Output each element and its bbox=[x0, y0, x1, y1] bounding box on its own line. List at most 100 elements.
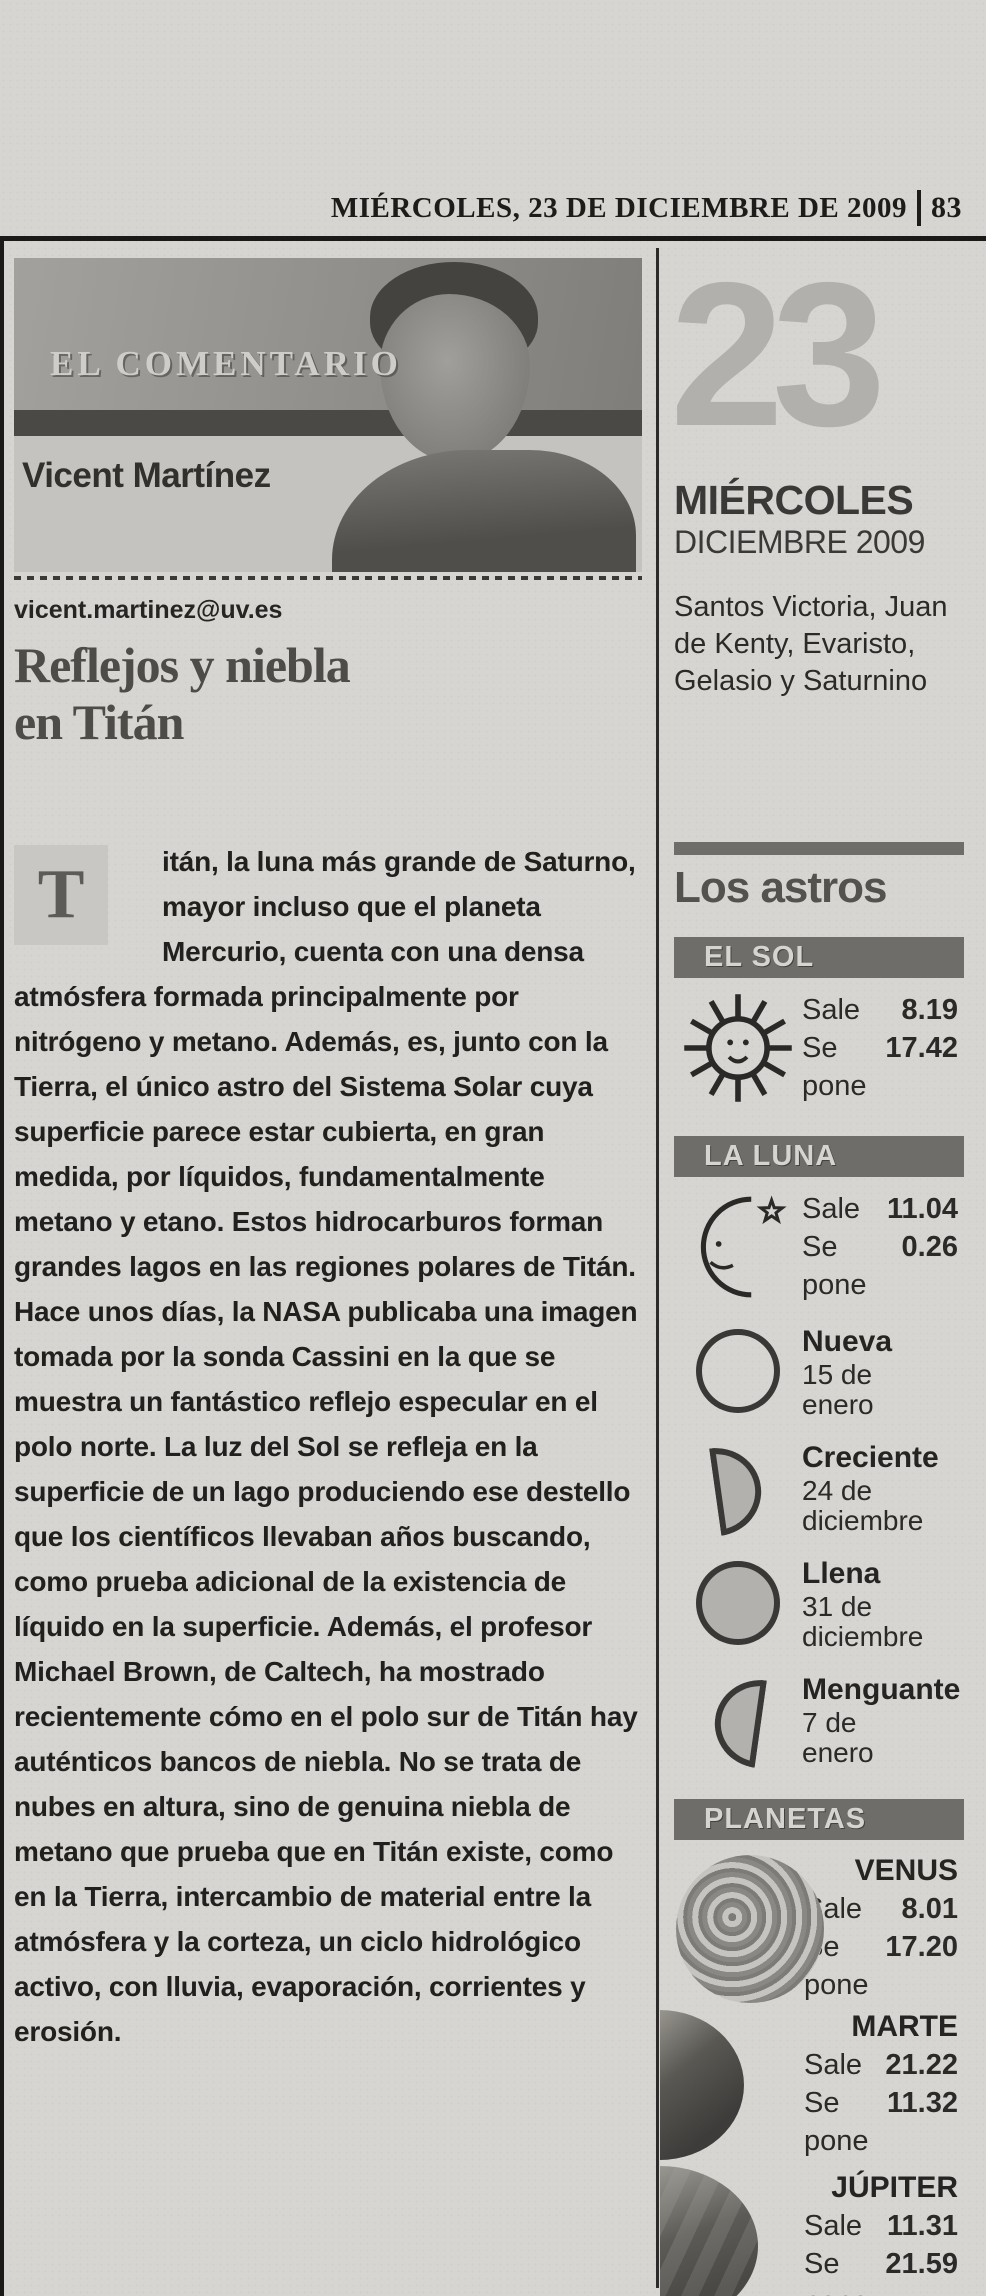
body-text: itán, la luna más grande de Saturno, may… bbox=[14, 846, 638, 2047]
moon-phase-first-quarter-iconbox bbox=[674, 1442, 802, 1543]
moon-phase-new-info: Nueva 15 de enero bbox=[802, 1327, 964, 1427]
sun-data-row: Sale 8.19 Se pone 17.42 bbox=[674, 984, 964, 1112]
set-label: Se pone bbox=[804, 2248, 869, 2296]
moonset-label: Se pone bbox=[802, 1231, 867, 1301]
phase-date-line2: diciembre bbox=[802, 1621, 924, 1652]
venus-info: VENUS Sale 8.01 Se pone 17.20 bbox=[804, 1854, 964, 2004]
sunset-label: Se pone bbox=[802, 1032, 867, 1102]
calendar-column: 23 MIÉRCOLES DICIEMBRE 2009 Santos Victo… bbox=[660, 252, 964, 2296]
moon-phase-first-quarter-icon bbox=[709, 1442, 767, 1536]
planet-name: MARTE bbox=[851, 2010, 958, 2043]
page-number: 83 bbox=[931, 191, 962, 224]
mars-set-row: Se pone 11.32 bbox=[804, 2084, 958, 2160]
rise-time: 8.01 bbox=[901, 1893, 958, 1925]
moon-icon bbox=[674, 1191, 802, 1303]
jupiter-icon bbox=[660, 2166, 804, 2296]
author-portrait bbox=[332, 258, 642, 572]
phase-date-line2: enero bbox=[802, 1737, 874, 1768]
moon-data-row: Sale 11.04 Se pone 0.26 bbox=[674, 1183, 964, 1311]
sunrise-row: Sale 8.19 bbox=[802, 991, 958, 1029]
rise-time: 11.31 bbox=[887, 2210, 958, 2242]
moon-phase-last-quarter-icon bbox=[709, 1674, 767, 1768]
moon-phase-last-quarter-info: Menguante 7 de enero bbox=[802, 1675, 964, 1775]
mars-planet-icon bbox=[660, 2010, 744, 2160]
moon-section-label: LA LUNA bbox=[704, 1140, 838, 1172]
moon-phase-new-iconbox bbox=[674, 1327, 802, 1427]
moon-icon-svg bbox=[700, 1195, 787, 1298]
author-email: vicent.martinez@uv.es bbox=[14, 596, 283, 624]
moon-phase-last-quarter-iconbox bbox=[674, 1674, 802, 1775]
mars-info: MARTE Sale 21.22 Se pone 11.32 bbox=[804, 2010, 964, 2160]
portrait-torso bbox=[332, 450, 636, 572]
phase-name: Creciente bbox=[802, 1441, 939, 1474]
phase-name: Nueva bbox=[802, 1325, 893, 1358]
moon-phase-row-menguante: Menguante 7 de enero bbox=[674, 1674, 964, 1775]
moon-phase-first-quarter-info: Creciente 24 de diciembre bbox=[802, 1443, 964, 1543]
planet-name: VENUS bbox=[854, 1854, 958, 1887]
moon-phase-row-nueva: Nueva 15 de enero bbox=[674, 1327, 964, 1427]
dateline-text: MIÉRCOLES, 23 DE DICIEMBRE DE 2009 bbox=[330, 191, 907, 224]
planet-row-jupiter: JÚPITER Sale 11.31 Se pone 21.59 bbox=[660, 2166, 964, 2296]
day-name: MIÉRCOLES bbox=[674, 477, 914, 523]
venus-rise-row: Sale 8.01 bbox=[804, 1890, 958, 1928]
moon-section-header: LA LUNA bbox=[674, 1136, 964, 1177]
left-edge-rule bbox=[0, 236, 4, 2296]
moonrise-time: 11.04 bbox=[887, 1193, 958, 1225]
set-time: 21.59 bbox=[885, 2248, 958, 2280]
planets-section-label: PLANETAS bbox=[704, 1803, 867, 1835]
planet-row-marte: MARTE Sale 21.22 Se pone 11.32 bbox=[660, 2010, 964, 2160]
set-time: 17.20 bbox=[885, 1931, 958, 1963]
month-year: DICIEMBRE 2009 bbox=[674, 524, 925, 560]
planet-name: JÚPITER bbox=[831, 2171, 958, 2204]
moonset-time: 0.26 bbox=[901, 1231, 958, 1263]
sunset-row: Se pone 17.42 bbox=[802, 1029, 958, 1105]
moonrise-row: Sale 11.04 bbox=[802, 1190, 958, 1228]
moon-phase-row-creciente: Creciente 24 de diciembre bbox=[674, 1442, 964, 1543]
top-rule bbox=[0, 236, 986, 241]
sun-section-label: EL SOL bbox=[704, 941, 815, 973]
author-photo: EL COMENTARIO Vicent Martínez bbox=[14, 258, 642, 572]
headline-line-2: en Titán bbox=[14, 694, 184, 750]
moon-phase-new-icon bbox=[696, 1329, 780, 1413]
moon-times: Sale 11.04 Se pone 0.26 bbox=[802, 1190, 964, 1304]
headline: Reflejos y niebla en Titán bbox=[14, 637, 642, 751]
mars-icon bbox=[660, 2010, 804, 2160]
saints-list: Santos Victoria, Juan de Kenty, Evaristo… bbox=[674, 591, 948, 697]
phase-date-line2: diciembre bbox=[802, 1505, 924, 1536]
set-time: 11.32 bbox=[887, 2087, 958, 2119]
phase-date-line1: 15 de bbox=[802, 1359, 873, 1390]
day-number: 23 bbox=[670, 240, 886, 469]
venus-set-row: Se pone 17.20 bbox=[804, 1928, 958, 2004]
sun-icon-svg bbox=[684, 994, 792, 1102]
jupiter-info: JÚPITER Sale 11.31 Se pone 21.59 bbox=[804, 2171, 964, 2296]
venus-icon bbox=[674, 1855, 824, 2003]
rise-time: 21.22 bbox=[885, 2049, 958, 2081]
phase-name: Llena bbox=[802, 1557, 881, 1590]
planets-section-header: PLANETAS bbox=[674, 1799, 964, 1840]
sun-section-header: EL SOL bbox=[674, 937, 964, 978]
sunrise-label: Sale bbox=[802, 994, 861, 1026]
moon-phase-full-info: Llena 31 de diciembre bbox=[802, 1559, 964, 1659]
phase-date-line2: enero bbox=[802, 1389, 874, 1420]
phase-date-line1: 7 de bbox=[802, 1707, 857, 1738]
photo-dark-band bbox=[14, 410, 642, 436]
phase-name: Menguante bbox=[802, 1673, 961, 1706]
headline-line-1: Reflejos y niebla bbox=[14, 637, 351, 693]
dateline-separator bbox=[917, 190, 921, 226]
moon-phase-full-iconbox bbox=[674, 1559, 802, 1659]
phase-date-line1: 31 de bbox=[802, 1591, 873, 1622]
jupiter-planet-icon bbox=[660, 2166, 758, 2296]
sunrise-time: 8.19 bbox=[901, 994, 958, 1026]
jupiter-set-row: Se pone 21.59 bbox=[804, 2245, 958, 2296]
author-name: Vicent Martínez bbox=[22, 456, 271, 495]
astros-top-rule bbox=[674, 842, 964, 855]
sunset-time: 17.42 bbox=[885, 1032, 958, 1064]
set-label: Se pone bbox=[804, 2087, 869, 2157]
column-divider bbox=[656, 248, 659, 2288]
article-column: EL COMENTARIO Vicent Martínez vicent.mar… bbox=[14, 258, 642, 2054]
portrait-face bbox=[380, 294, 530, 462]
venus-planet-icon bbox=[676, 1855, 824, 2003]
jupiter-rise-row: Sale 11.31 bbox=[804, 2207, 958, 2245]
